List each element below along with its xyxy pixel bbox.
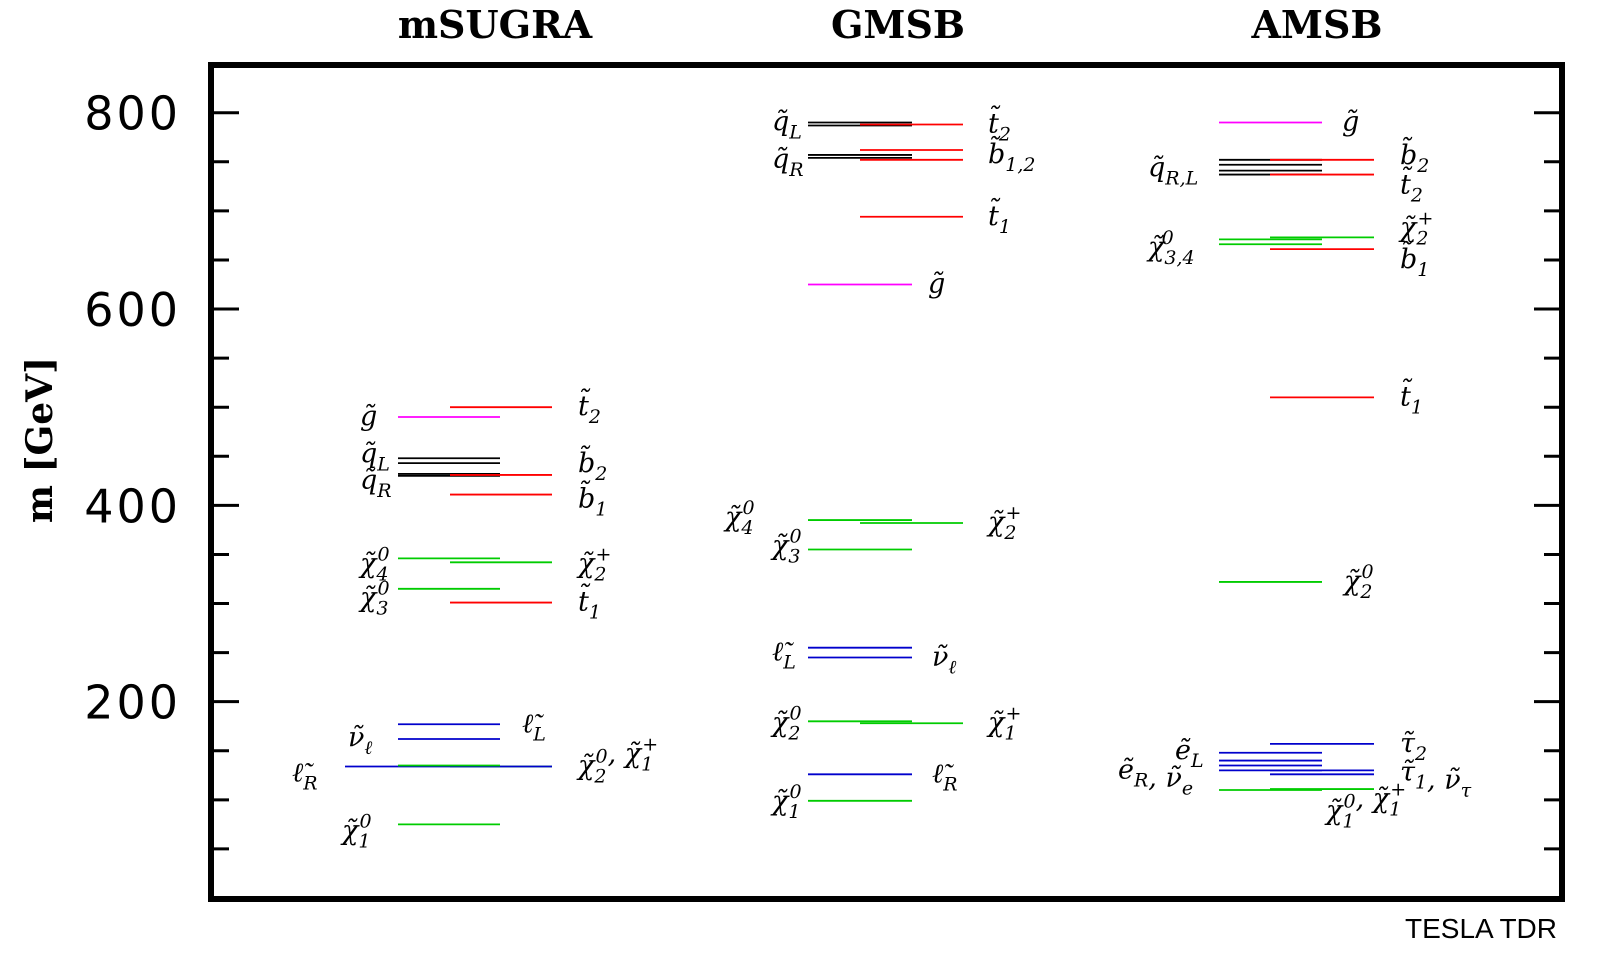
particle-label-amsb: τ̃1, ν̃τ (1400, 756, 1472, 801)
particle-label-gmsb: q̃R (772, 144, 804, 181)
particle-label-msugra: χ̃30 (358, 578, 390, 620)
particle-label-gmsb: χ̃20 (770, 702, 802, 744)
particle-label-msugra: b̃2 (578, 444, 607, 485)
particle-label-gmsb: q̃L (772, 107, 802, 144)
particle-label-gmsb: χ̃1+ (986, 702, 1021, 744)
particle-label-gmsb: χ̃40 (723, 497, 755, 539)
particle-label-amsb: ẽL (1175, 735, 1204, 772)
credit-text: TESLA TDR (1405, 913, 1557, 944)
particle-label-amsb: t̃2 (1400, 166, 1423, 207)
particle-label-gmsb: ℓ̃R (932, 758, 958, 795)
particle-label-amsb: t̃1 (1400, 378, 1423, 419)
particle-label-gmsb: ν̃ℓ (932, 642, 956, 679)
particle-label-amsb: χ̃10, χ̃1+ (1324, 779, 1406, 833)
y-tick-label: 200 (84, 676, 181, 730)
particle-label-msugra: g̃ (360, 401, 377, 432)
plot-frame (208, 62, 1565, 902)
particle-label-gmsb: t̃2 (988, 105, 1011, 146)
title-amsb: AMSB (1250, 2, 1382, 47)
particle-labels: g̃q̃Lq̃Rt̃2b̃2b̃1χ̃40χ̃30χ̃2+t̃1ν̃ℓℓ̃Lℓ̃… (292, 105, 1472, 853)
y-axis-label: m [GeV] (19, 357, 61, 523)
y-tick-label: 600 (84, 283, 181, 337)
y-axis-ticks (211, 111, 1562, 851)
particle-label-msugra: q̃R (360, 465, 392, 502)
particle-label-msugra: t̃1 (578, 583, 601, 624)
title-msugra: mSUGRA (398, 2, 593, 47)
particle-label-amsb: χ̃2+ (1398, 208, 1433, 250)
y-tick-label: 400 (84, 479, 181, 533)
particle-label-msugra: ν̃ℓ (348, 722, 372, 759)
particle-label-msugra: χ̃10 (340, 810, 372, 852)
particle-label-amsb: g̃ (1342, 107, 1359, 138)
particle-label-gmsb: ℓ̃L (772, 637, 796, 674)
particle-label-msugra: χ̃2+ (576, 543, 611, 585)
particle-label-msugra: ℓ̃R (292, 757, 318, 794)
particle-label-msugra: t̃2 (578, 387, 601, 428)
particle-label-amsb: χ̃3,40 (1146, 227, 1195, 269)
y-tick-label: 800 (84, 87, 181, 141)
mass-levels (345, 121, 1374, 826)
particle-label-msugra: q̃L (360, 438, 390, 475)
title-gmsb: GMSB (831, 2, 965, 47)
particle-label-amsb: b̃2 (1400, 136, 1429, 177)
particle-label-gmsb: b̃1,2 (988, 135, 1036, 176)
particle-label-msugra: χ̃40 (358, 543, 390, 585)
particle-label-msugra: χ̃20, χ̃1+ (576, 733, 658, 787)
particle-label-amsb: b̃1 (1400, 240, 1429, 281)
particle-label-gmsb: χ̃2+ (986, 502, 1021, 544)
particle-label-gmsb: g̃ (928, 269, 945, 300)
particle-label-amsb: χ̃20 (1342, 561, 1374, 603)
particle-label-amsb: τ̃2 (1400, 728, 1427, 765)
particle-label-msugra: b̃1 (578, 480, 607, 521)
particle-label-gmsb: χ̃10 (770, 781, 802, 823)
particle-label-gmsb: t̃1 (988, 197, 1011, 238)
particle-label-gmsb: χ̃30 (770, 526, 802, 568)
particle-label-amsb: ẽR, ν̃e (1118, 754, 1193, 799)
particle-label-msugra: ℓ̃L (522, 708, 546, 745)
particle-label-amsb: q̃R,L (1148, 153, 1198, 190)
y-axis-tick-labels: 200 400 600 800 (84, 87, 181, 730)
